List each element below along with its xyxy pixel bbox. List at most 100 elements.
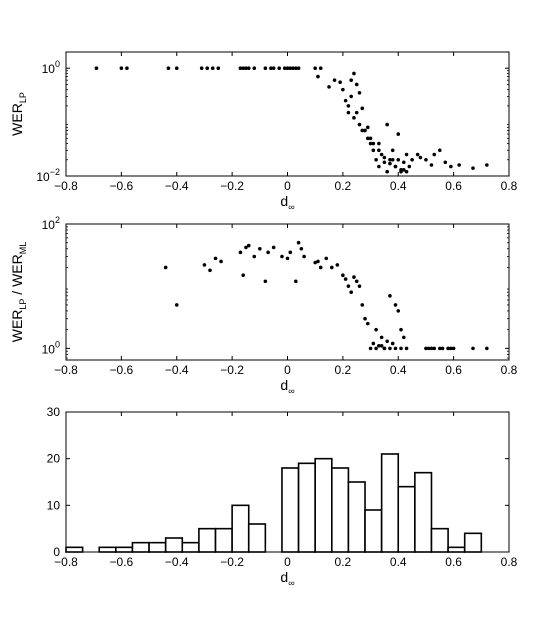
data-point: [246, 66, 251, 71]
x-tick-label: 0.6: [445, 179, 462, 193]
data-point: [296, 66, 301, 71]
data-point: [343, 277, 348, 281]
data-point: [341, 87, 345, 92]
data-point: [318, 66, 323, 71]
data-point: [174, 66, 179, 71]
data-point: [174, 303, 179, 307]
data-point: [263, 66, 268, 71]
data-point: [401, 160, 406, 165]
data-point: [446, 346, 450, 351]
data-point: [125, 66, 129, 71]
histogram-bar: [214, 527, 233, 553]
x-tick-label: −0.4: [165, 179, 189, 193]
data-point: [374, 327, 378, 332]
x-tick-label: 0.2: [335, 555, 352, 569]
data-point: [327, 85, 331, 89]
data-point: [199, 66, 204, 71]
data-point: [357, 90, 362, 95]
data-point: [357, 122, 362, 127]
histogram-bar: [231, 504, 250, 553]
data-point: [285, 256, 290, 261]
data-point: [382, 346, 387, 351]
y-tick-label: 0: [53, 545, 60, 559]
data-point: [401, 335, 406, 340]
data-point: [410, 157, 414, 162]
data-point: [377, 148, 381, 153]
data-point: [258, 246, 262, 251]
x-tick-label: −0.8: [54, 555, 78, 569]
data-point: [294, 279, 298, 284]
histogram-bar: [463, 532, 483, 553]
x-tick-label: −0.6: [110, 363, 134, 377]
data-point: [313, 66, 317, 71]
histogram-bar: [430, 527, 449, 553]
data-point: [401, 168, 406, 172]
x-tick-label: 0.6: [445, 555, 462, 569]
data-point: [277, 66, 281, 71]
data-point: [357, 284, 362, 288]
x-tick-label: 0.4: [390, 363, 407, 377]
data-point: [429, 163, 434, 167]
data-point: [424, 346, 428, 351]
x-tick-label: 0.6: [445, 363, 462, 377]
y-tick-label: 10: [47, 498, 61, 512]
data-point: [379, 335, 384, 340]
data-point: [388, 157, 392, 162]
data-point: [313, 260, 317, 265]
data-point: [429, 346, 434, 351]
x-tick-label: 0.8: [501, 555, 518, 569]
data-point: [377, 141, 381, 146]
x-tick-label: −0.2: [220, 555, 244, 569]
axes-frame-1: [65, 51, 510, 177]
data-point: [440, 346, 445, 351]
x-tick-label: 0: [284, 363, 291, 377]
histogram-bar: [397, 485, 416, 553]
data-point: [371, 148, 376, 153]
data-point: [374, 346, 378, 351]
histogram-bar: [131, 541, 150, 553]
data-point: [354, 279, 359, 284]
data-point: [471, 346, 475, 351]
histogram-bar: [115, 546, 134, 553]
y-axis-label: WERLP / WERML: [9, 242, 28, 343]
data-point: [349, 94, 353, 99]
data-point: [368, 136, 373, 141]
data-point: [246, 243, 251, 248]
data-point: [316, 259, 320, 264]
data-point: [368, 346, 373, 351]
data-point: [282, 66, 287, 71]
data-point: [374, 157, 378, 162]
x-tick-label: 0.4: [390, 555, 407, 569]
data-point: [404, 169, 409, 174]
data-point: [365, 125, 370, 130]
data-point: [238, 250, 243, 255]
data-point: [241, 273, 245, 278]
data-point: [332, 78, 337, 82]
data-point: [346, 110, 351, 115]
y-tick-label: 100: [42, 59, 60, 76]
data-point: [316, 74, 320, 79]
data-point: [352, 116, 356, 120]
x-tick-label: −0.4: [165, 555, 189, 569]
x-axis-label: d∞: [280, 193, 294, 212]
data-point: [388, 346, 392, 351]
data-point: [377, 343, 381, 348]
data-point: [471, 166, 475, 170]
data-point: [166, 66, 171, 71]
data-point: [396, 132, 401, 136]
histogram-bar: [148, 541, 167, 553]
x-tick-label: −0.6: [110, 179, 134, 193]
data-point: [385, 169, 389, 174]
x-axis-label: d∞: [280, 377, 294, 396]
data-point: [352, 71, 356, 76]
data-point: [343, 98, 348, 103]
data-point: [324, 256, 329, 261]
data-point: [202, 263, 207, 267]
histogram-bar: [198, 527, 217, 553]
data-point: [360, 303, 365, 307]
x-tick-label: −0.6: [110, 555, 134, 569]
x-tick-label: −0.2: [220, 179, 244, 193]
x-tick-label: −0.4: [165, 363, 189, 377]
data-point: [244, 245, 248, 250]
data-point: [418, 155, 423, 160]
